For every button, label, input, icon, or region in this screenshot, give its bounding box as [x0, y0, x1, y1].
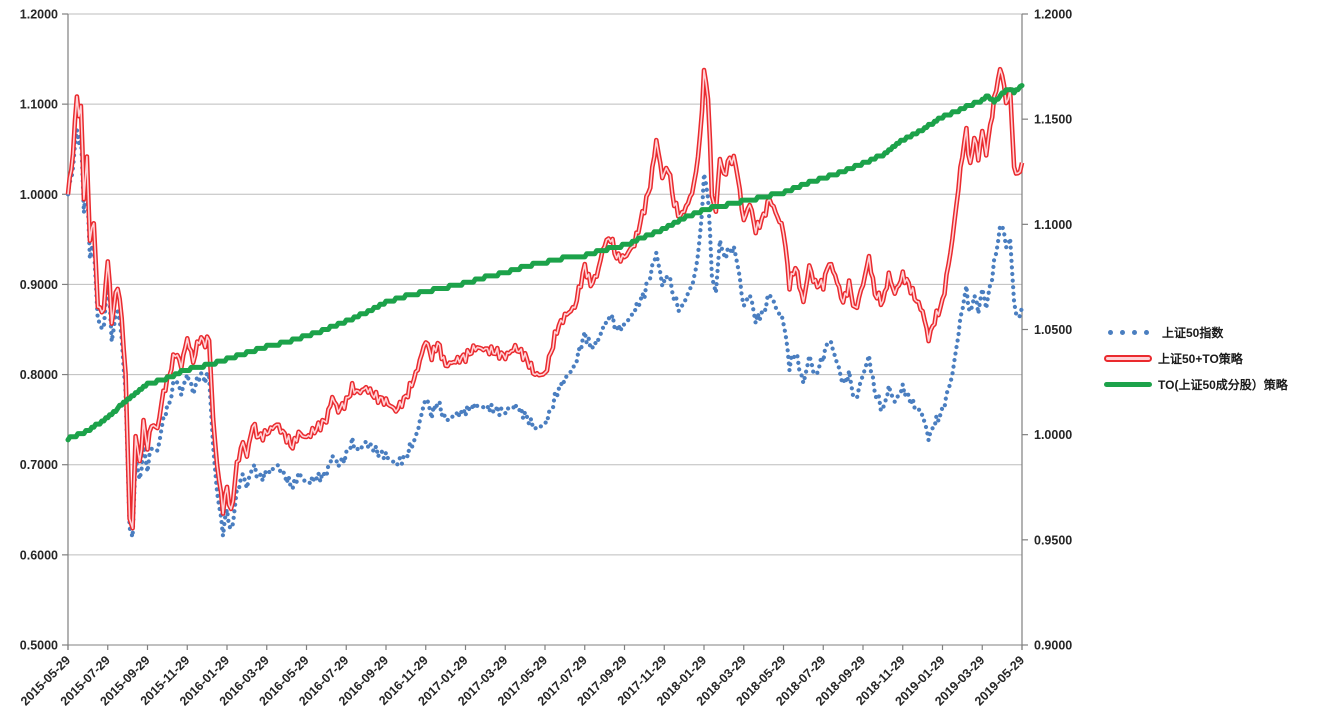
right-axis-tick-label: 0.9000 — [1034, 639, 1072, 653]
left-axis-tick-label: 1.0000 — [20, 188, 58, 202]
axis-lines — [67, 14, 1023, 650]
right-axis-tick-label: 0.9500 — [1034, 533, 1072, 547]
right-axis-tick-label: 1.0500 — [1034, 323, 1072, 337]
left-axis-tick-label: 1.1000 — [20, 98, 58, 112]
gridlines — [68, 13, 1022, 646]
left-axis-tick-label: 0.9000 — [20, 278, 58, 292]
left-axis-tick-label: 0.5000 — [20, 639, 58, 653]
legend: 上证50指数 上证50+TO策略 TO(上证50成分股）策略 — [1104, 324, 1288, 393]
right-axis-tick-label: 1.1500 — [1034, 113, 1072, 127]
axis-ticks — [62, 13, 1028, 650]
left-axis-tick-label: 1.2000 — [20, 8, 58, 22]
legend-item-to-constituents-strategy: TO(上证50成分股）策略 — [1104, 376, 1288, 393]
series-sse50-to-line-outer — [65, 66, 1025, 531]
left-axis-tick-label: 0.7000 — [20, 458, 58, 472]
series-to-strategy-line — [65, 83, 1025, 443]
series — [65, 66, 1025, 540]
legend-label-sse50-to-strategy: 上证50+TO策略 — [1158, 352, 1243, 366]
dotted-line-swatch-icon — [1104, 330, 1158, 335]
series-sse50-to-line-inner — [67, 68, 1023, 529]
right-axis-tick-label: 1.0000 — [1034, 428, 1072, 442]
series-sse50-index-dots — [65, 127, 1025, 540]
legend-item-sse50-to-strategy: 上证50+TO策略 — [1104, 350, 1288, 367]
legend-item-sse50-index: 上证50指数 — [1104, 324, 1288, 341]
left-axis-tick-label: 0.6000 — [20, 548, 58, 562]
red-line-swatch-icon — [1104, 355, 1154, 362]
left-axis-tick-label: 0.8000 — [20, 368, 58, 382]
green-line-swatch-icon — [1104, 382, 1154, 387]
right-axis-tick-label: 1.1000 — [1034, 218, 1072, 232]
right-axis-tick-label: 1.2000 — [1034, 8, 1072, 22]
legend-label-to-constituents-strategy: TO(上证50成分股）策略 — [1158, 378, 1288, 392]
legend-label-sse50-index: 上证50指数 — [1162, 326, 1224, 340]
